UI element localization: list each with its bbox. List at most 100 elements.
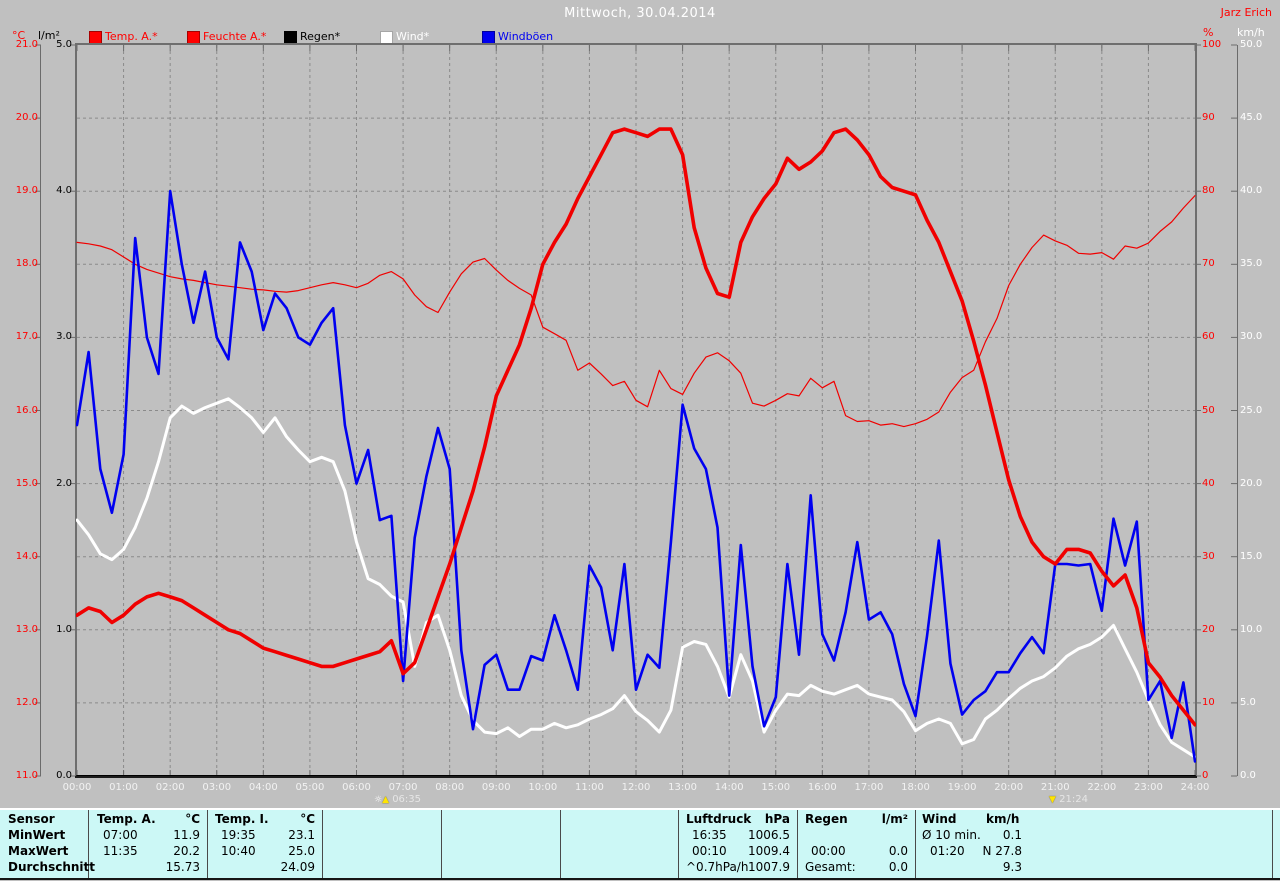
humidity-axis-label: 10: [1202, 696, 1215, 708]
x-axis-hour-label: 22:00: [1087, 782, 1117, 793]
row-label-durchschnitt: Durchschnitt: [8, 860, 96, 874]
series-line-temp-a-: [76, 127, 1196, 727]
humidity-axis-label: 0: [1202, 770, 1209, 781]
table-divider: [1272, 810, 1273, 878]
wind-axis-label: 40.0: [1240, 185, 1263, 197]
rain-axis-label: 4.0: [56, 185, 72, 197]
x-axis-hour-label: 20:00: [994, 782, 1024, 793]
humidity-axis-label: 30: [1202, 550, 1215, 562]
x-axis-hour-label: 04:00: [248, 782, 278, 793]
x-axis-hour-label: 21:00: [1040, 782, 1070, 793]
col-unit-temp-i: °C: [300, 812, 315, 826]
col-header-wind: Wind: [922, 812, 957, 826]
rain-axis-label: 1.0: [56, 623, 72, 635]
temp-a-avg-value: 15.73: [165, 860, 200, 874]
pressure-min-time: 16:35: [692, 828, 727, 842]
x-axis-hour-label: 12:00: [621, 782, 651, 793]
x-axis-hour-label: 18:00: [901, 782, 930, 793]
x-axis-hour-label: 09:00: [481, 782, 511, 793]
x-axis-hour-label: 17:00: [854, 782, 884, 793]
table-divider: [915, 810, 916, 878]
sunrise-sun-icon: ☼: [374, 795, 383, 805]
col-header-rain: Regen: [805, 812, 848, 826]
temp-axis-label: 21.0: [15, 39, 38, 50]
pressure-min-value: 1006.5: [748, 828, 790, 842]
table-divider: [207, 810, 208, 878]
x-axis-hour-label: 13:00: [668, 782, 697, 793]
temp-axis-label: 19.0: [15, 185, 38, 197]
x-axis-hour-label: 01:00: [109, 782, 138, 793]
x-axis-hour-label: 19:00: [947, 782, 977, 793]
table-divider: [560, 810, 561, 878]
x-axis-hour-label: 03:00: [202, 782, 232, 793]
temp-i-min-time: 19:35: [221, 828, 256, 842]
wind-axis-label: 5.0: [1240, 696, 1256, 708]
wind-axis-label: 15.0: [1240, 550, 1263, 562]
col-header-pressure: Luftdruck: [686, 812, 752, 826]
row-label-minwert: MinWert: [8, 828, 66, 842]
rain-max-value: 0.0: [888, 844, 908, 858]
temp-a-max-time: 11:35: [103, 844, 138, 858]
col-unit-pressure: hPa: [764, 812, 790, 826]
temp-a-min-time: 07:00: [103, 828, 138, 842]
col-unit-wind: km/h: [986, 812, 1020, 826]
left-axis-unit-celsius: °C: [12, 29, 26, 42]
temp-a-min-value: 11.9: [173, 828, 200, 842]
table-divider: [678, 810, 679, 878]
series-layer: [76, 127, 1196, 776]
series-line-wind: [76, 397, 1196, 759]
table-divider: [88, 810, 89, 878]
right-axis-unit-percent: %: [1203, 26, 1214, 39]
pressure-trend-label: ^0.7hPa/h: [686, 860, 749, 874]
col-unit-temp-a: °C: [185, 812, 200, 826]
col-unit-rain: l/m²: [881, 812, 908, 826]
humidity-axis-label: 20: [1202, 623, 1215, 635]
humidity-swatch-icon: [187, 31, 200, 44]
temp-a-max-value: 20.2: [173, 844, 200, 858]
temp-axis-label: 15.0: [15, 477, 38, 489]
temp-i-avg-value: 24.09: [280, 860, 315, 874]
humidity-axis-label: 100: [1202, 39, 1222, 50]
rain-swatch-icon: [284, 31, 297, 44]
row-label-sensor: Sensor: [8, 812, 55, 826]
temp-axis-label: 13.0: [15, 623, 38, 635]
rain-total-label: Gesamt:: [805, 860, 856, 874]
sunset-marker: ▼ 21:24: [1049, 794, 1088, 808]
humidity-axis-label: 70: [1202, 258, 1215, 270]
sunrise-arrow-icon: ▲: [382, 795, 389, 805]
pressure-max-value: 1009.4: [748, 844, 790, 858]
legend-label-humidity: Feuchte A.*: [203, 30, 267, 43]
legend-label-temp: Temp. A.*: [105, 30, 158, 43]
wind-avg-value: 9.3: [1002, 860, 1022, 874]
legend-label-rain: Regen*: [300, 30, 341, 43]
humidity-axis-label: 80: [1202, 185, 1215, 197]
humidity-axis-label: 40: [1202, 477, 1215, 489]
x-axis-hour-label: 11:00: [574, 782, 604, 793]
wind-axis-label: 0.0: [1240, 770, 1256, 781]
temp-axis-label: 14.0: [15, 550, 38, 562]
gusts-swatch-icon: [482, 31, 495, 44]
legend-label-gusts: Windböen: [498, 30, 554, 43]
x-axis-hour-label: 02:00: [155, 782, 185, 793]
temp-i-min-value: 23.1: [288, 828, 315, 842]
temp-axis-label: 18.0: [15, 258, 38, 270]
pressure-avg-value: 1007.9: [748, 860, 790, 874]
wind-max-value: N 27.8: [982, 844, 1022, 858]
pressure-max-time: 00:10: [692, 844, 727, 858]
wind-max-time: 01:20: [930, 844, 965, 858]
x-axis-hour-label: 08:00: [435, 782, 465, 793]
left-axis-unit-rain: l/m²: [38, 29, 60, 42]
x-axis-hour-label: 24:00: [1180, 782, 1210, 793]
sunset-time: 21:24: [1059, 794, 1088, 805]
wind-axis-label: 25.0: [1240, 404, 1263, 416]
rain-axis-label: 0.0: [56, 770, 72, 781]
x-axis-hour-label: 15:00: [761, 782, 791, 793]
wind-axis-label: 50.0: [1240, 39, 1263, 50]
sunset-arrow-icon: ▼: [1049, 795, 1056, 805]
temp-axis-label: 16.0: [15, 404, 38, 416]
x-axis-hour-label: 10:00: [528, 782, 558, 793]
legend-label-wind: Wind*: [396, 30, 430, 43]
wind-swatch-icon: [380, 31, 393, 44]
humidity-axis-label: 60: [1202, 331, 1215, 343]
